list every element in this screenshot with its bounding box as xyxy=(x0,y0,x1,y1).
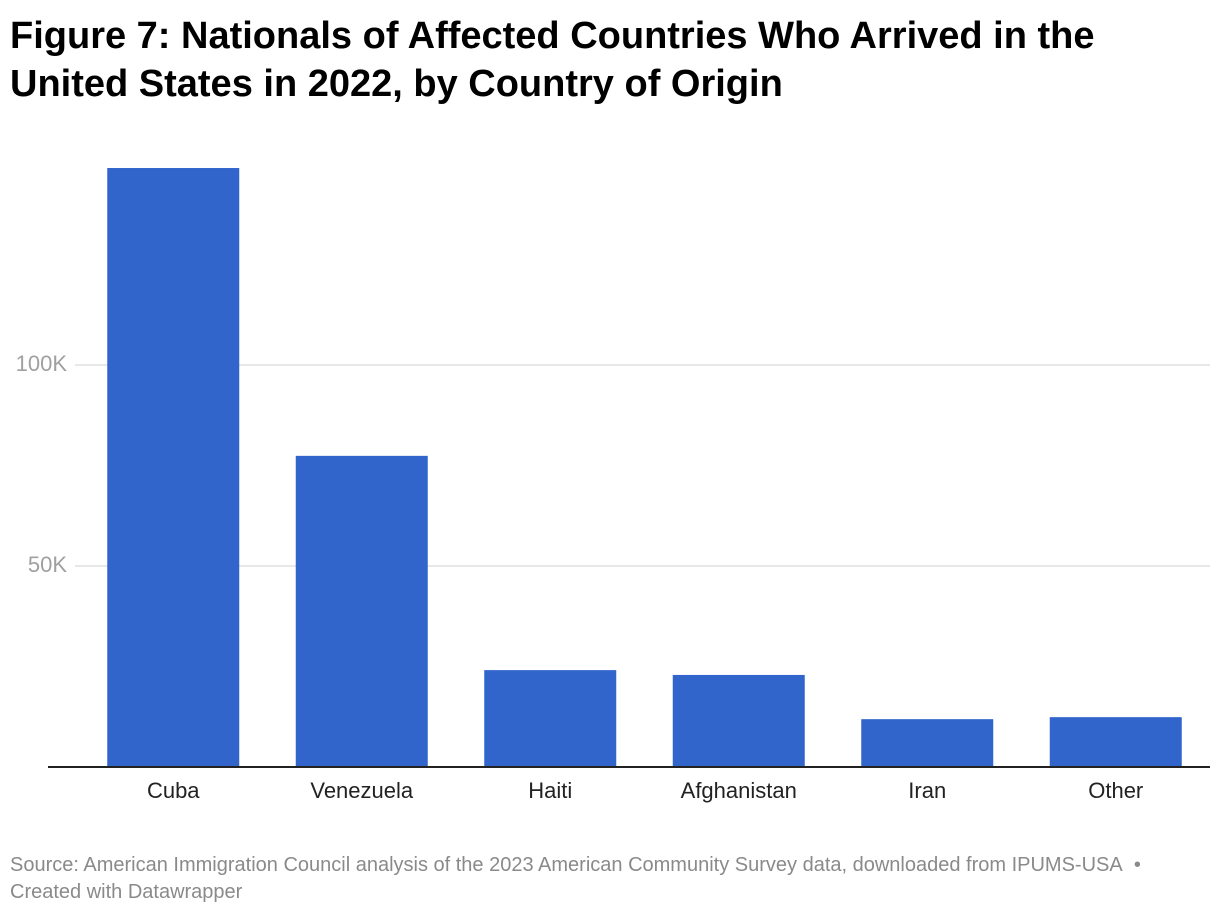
bar xyxy=(107,168,240,767)
x-tick-label: Haiti xyxy=(528,778,572,803)
x-tick-label: Iran xyxy=(908,778,946,803)
x-tick-label: Other xyxy=(1088,778,1143,803)
source-note: Source: American Immigration Council ana… xyxy=(10,852,1200,906)
chart-title: Figure 7: Nationals of Affected Countrie… xyxy=(10,15,1095,105)
bar xyxy=(295,455,428,767)
x-tick-label: Venezuela xyxy=(310,778,414,803)
bar xyxy=(1049,717,1182,767)
bar xyxy=(484,670,617,767)
y-tick-label: 100K xyxy=(16,351,68,376)
bar xyxy=(861,719,994,767)
x-tick-label: Cuba xyxy=(147,778,200,803)
source: Source: American Immigration Council ana… xyxy=(10,854,1123,876)
credit: • Created with Datawrapper xyxy=(10,854,1141,903)
y-tick-label: 50K xyxy=(28,552,67,577)
x-tick-label: Afghanistan xyxy=(681,778,797,803)
bar xyxy=(672,674,805,767)
